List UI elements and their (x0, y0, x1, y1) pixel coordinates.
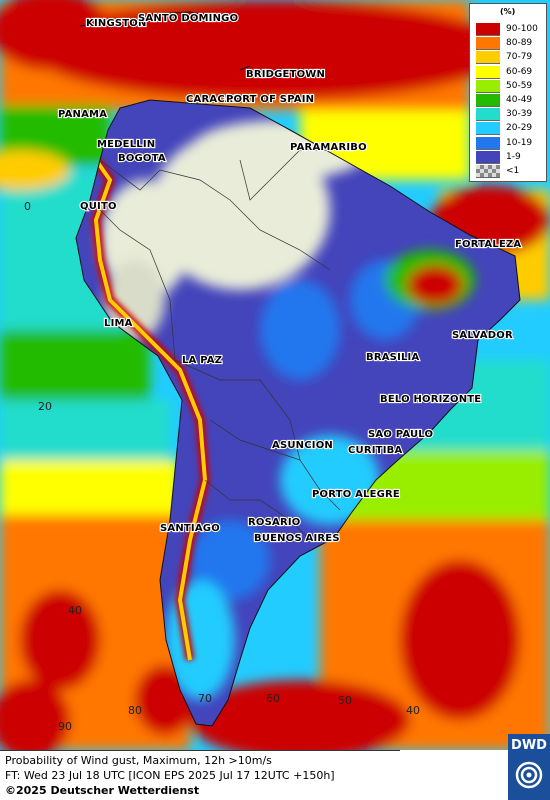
footer-forecast-time: FT: Wed 23 Jul 18 UTC [ICON EPS 2025 Jul… (5, 769, 335, 782)
legend-swatch (476, 108, 500, 122)
legend-label: <1 (506, 166, 520, 176)
legend-label: 70-79 (506, 52, 533, 63)
legend-entry: 1-9 (476, 150, 548, 164)
city-label-la-paz: LA PAZ (182, 355, 222, 366)
city-label-belo-horizonte: BELO HORIZONTE (380, 394, 481, 405)
city-label-port-of-spain: PORT OF SPAIN (226, 94, 314, 105)
city-label-asuncion: ASUNCION (272, 440, 333, 451)
legend-label: 40-49 (506, 95, 533, 105)
city-label-salvador: SALVADOR (452, 330, 513, 341)
grid-labels: 0 20 40 90 80 70 60 50 40 (24, 200, 420, 733)
lon-label-90: 90 (58, 720, 72, 733)
legend-entry: 60-69 (476, 65, 548, 79)
caribbean-islands (79, 11, 251, 71)
lat-label-40: 40 (68, 604, 82, 617)
city-label-fortaleza: FORTALEZA (455, 239, 521, 250)
city-label-porto-alegre: PORTO ALEGRE (312, 489, 400, 500)
footer-copyright: ©2025 Deutscher Wetterdienst (5, 784, 200, 797)
city-label-santiago: SANTIAGO (160, 523, 220, 534)
legend-entry: 50-59 (476, 79, 548, 93)
legend-swatch (476, 94, 500, 107)
city-label-rosario: ROSARIO (248, 517, 300, 528)
legend-label: 20-29 (506, 123, 533, 134)
dwd-swirl-icon (515, 761, 543, 789)
city-label-buenos-aires: BUENOS AIRES (254, 533, 340, 544)
city-label-panama: PANAMA (58, 109, 107, 120)
lon-label-60: 60 (266, 692, 280, 705)
city-label-medellin: MEDELLIN (97, 139, 155, 150)
legend-swatch (476, 23, 500, 36)
footer: Probability of Wind gust, Maximum, 12h >… (0, 750, 400, 800)
coastline (75, 99, 521, 727)
city-label-paramaribo: PARAMARIBO (290, 142, 367, 153)
legend-entry: 20-29 (476, 122, 548, 136)
legend-swatch (476, 51, 500, 65)
lon-label-70: 70 (198, 692, 212, 705)
legend-swatch (476, 136, 500, 150)
city-label-caracas: CARACAS (186, 94, 240, 105)
city-label-quito: QUITO (80, 201, 117, 212)
city-labels: KINGSTON SANTO DOMINGO BRIDGETOWN PANAMA… (57, 12, 522, 545)
city-label-lima: LIMA (104, 318, 133, 329)
legend-entry: <1 (476, 165, 548, 178)
city-label-kingston: KINGSTON (86, 18, 147, 29)
legend-entry: 10-19 (476, 136, 548, 150)
lat-label-20: 20 (38, 400, 52, 413)
city-label-santo-domingo: SANTO DOMINGO (138, 13, 238, 24)
lat-label-0: 0 (24, 200, 31, 213)
legend-label: 50-59 (506, 80, 533, 91)
legend-swatch (476, 122, 500, 136)
lon-label-50: 50 (338, 694, 352, 707)
legend-label: 1-9 (506, 151, 521, 162)
legend-label: 90-100 (506, 24, 538, 34)
country-borders (89, 149, 341, 541)
probability-map: 0 20 40 90 80 70 60 50 40 KINGSTON SANTO… (0, 0, 550, 750)
dwd-logo-text: DWD (511, 738, 547, 753)
legend-entry: 70-79 (476, 51, 548, 65)
legend-swatch (476, 165, 500, 178)
legend-label: 30-39 (506, 109, 533, 120)
legend-unit: (%) (500, 7, 516, 16)
city-label-brasilia: BRASILIA (366, 352, 419, 363)
legend-swatch (476, 65, 500, 79)
city-label-curitiba: CURITIBA (348, 445, 402, 456)
legend-swatch (476, 37, 500, 51)
legend-entry: 40-49 (476, 94, 548, 107)
city-label-bogota: BOGOTA (118, 153, 166, 164)
legend-label: 60-69 (506, 66, 533, 77)
legend-entry: 30-39 (476, 108, 548, 122)
city-label-bridgetown: BRIDGETOWN (246, 69, 325, 80)
lon-label-40: 40 (406, 704, 420, 717)
legend-entry: 80-89 (476, 37, 548, 51)
lon-label-80: 80 (128, 704, 142, 717)
dwd-logo: DWD (508, 734, 550, 800)
legend-swatch (476, 79, 500, 93)
legend: (%) 90-100 80-89 70-79 60-69 50-59 40-49 30-39… (469, 3, 547, 182)
legend-entry: 90-100 (476, 23, 548, 36)
legend-swatch (476, 150, 500, 164)
legend-label: 80-89 (506, 38, 533, 49)
city-label-sao-paulo: SAO PAULO (368, 429, 433, 440)
legend-label: 10-19 (506, 137, 533, 148)
footer-parameter: Probability of Wind gust, Maximum, 12h >… (5, 754, 272, 767)
